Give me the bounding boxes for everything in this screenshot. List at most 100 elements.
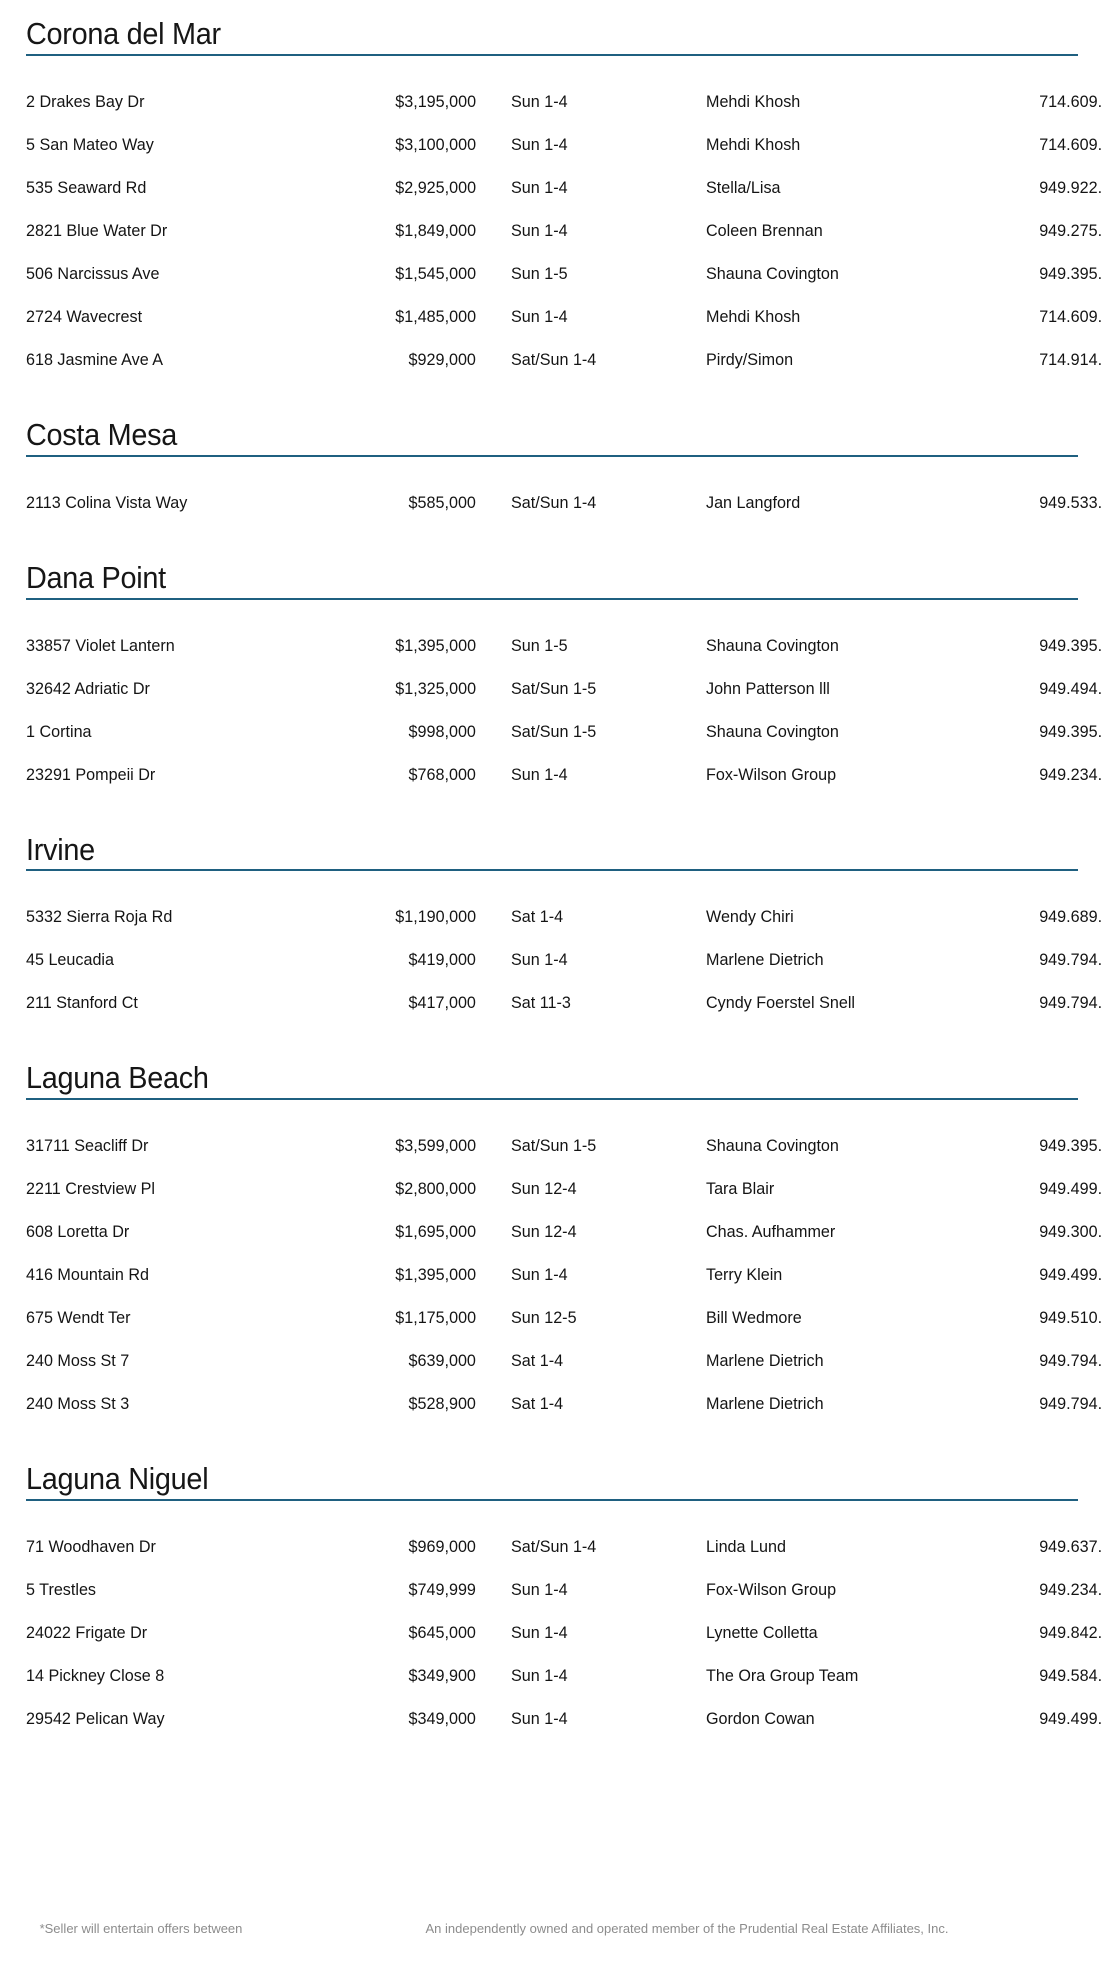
table-row[interactable]: 2821 Blue Water Dr $1,849,000 Sun 1-4 Colee…	[0, 209, 1102, 252]
listing-phone[interactable]: 714.609.2361	[968, 80, 1102, 123]
listing-phone[interactable]: 949.234.5699	[968, 1568, 1102, 1611]
city-section: Dana Point 33857 Violet Lantern $1,395,000…	[0, 536, 1102, 808]
table-row[interactable]: 24022 Frigate Dr $645,000 Sun 1-4 Lynette C…	[0, 1611, 1102, 1654]
listing-price-text: $1,695,000	[395, 1222, 476, 1242]
city-name: Corona del Mar	[26, 16, 221, 51]
listing-price-text: $2,925,000	[395, 177, 476, 197]
table-row[interactable]: 240 Moss St 3 $528,900 Sat 1-4 Marlene Diet…	[0, 1382, 1102, 1425]
listing-phone[interactable]: 949.922.0305	[968, 166, 1102, 209]
listing-open-hours: Sat/Sun 1-4	[476, 1525, 706, 1568]
listing-phone[interactable]: 714.609.2361	[968, 295, 1102, 338]
table-row[interactable]: 416 Mountain Rd $1,395,000 Sun 1-4 Terry Kl…	[0, 1253, 1102, 1296]
listing-agent-text: Cyndy Foerstel Snell	[706, 993, 856, 1013]
listing-open-hours: Sun 1-4	[476, 1568, 706, 1611]
listing-open-hours-text: Sat/Sun 1-4	[511, 349, 597, 369]
listing-agent: Lynette Colletta	[706, 1611, 968, 1654]
table-row[interactable]: 45 Leucadia $419,000 Sun 1-4 Marlene Dietri…	[0, 938, 1102, 981]
table-row[interactable]: 5 Trestles $749,999 Sun 1-4 Fox-Wilson Grou…	[0, 1568, 1102, 1611]
table-row[interactable]: 2 Drakes Bay Dr $3,195,000 Sun 1-4 Mehdi Kh…	[0, 80, 1102, 123]
section-divider-rule	[26, 454, 1078, 457]
listing-open-hours-text: Sun 1-4	[511, 1666, 568, 1686]
city-section-header: Costa Mesa	[26, 418, 1078, 459]
listing-phone[interactable]: 949.499.5900	[968, 1253, 1102, 1296]
table-row[interactable]: 240 Moss St 7 $639,000 Sat 1-4 Marlene Diet…	[0, 1339, 1102, 1382]
listing-open-hours: Sun 1-4	[476, 938, 706, 981]
table-row[interactable]: 71 Woodhaven Dr $969,000 Sat/Sun 1-4 Linda …	[0, 1525, 1102, 1568]
listing-agent: John Patterson lll	[706, 667, 968, 710]
listing-address: 2821 Blue Water Dr	[0, 209, 326, 252]
listing-phone[interactable]: 949.499.5900	[968, 1167, 1102, 1210]
listing-phone[interactable]: 949.794.5777	[968, 1339, 1102, 1382]
listing-phone[interactable]: 949.510.4705	[968, 1296, 1102, 1339]
table-row[interactable]: 506 Narcissus Ave $1,545,000 Sun 1-5 Shauna…	[0, 252, 1102, 295]
table-row[interactable]: 675 Wendt Ter $1,175,000 Sun 12-5 Bill Wedm…	[0, 1296, 1102, 1339]
table-row[interactable]: 14 Pickney Close 8 $349,900 Sun 1-4 The Ora…	[0, 1654, 1102, 1697]
header-spacer	[0, 1102, 1102, 1124]
listings-table: 31711 Seacliff Dr $3,599,000 Sat/Sun 1-5 Sh…	[0, 1124, 1102, 1425]
listing-phone[interactable]: 949.794.5777	[968, 938, 1102, 981]
listing-price-text: $998,000	[408, 721, 476, 741]
listing-address: 29542 Pelican Way	[0, 1697, 326, 1740]
listing-phone[interactable]: 949.395.8786	[968, 252, 1102, 295]
table-row[interactable]: 211 Stanford Ct $417,000 Sat 11-3 Cyndy Foe…	[0, 981, 1102, 1024]
listing-agent-text: Marlene Dietrich	[706, 1351, 824, 1371]
listing-phone[interactable]: 949.395.8786	[968, 624, 1102, 667]
listing-phone[interactable]: 949.533.7337	[968, 481, 1102, 524]
listing-price: $639,000	[326, 1339, 476, 1382]
table-row[interactable]: 2113 Colina Vista Way $585,000 Sat/Sun 1-4…	[0, 481, 1102, 524]
listing-phone[interactable]: 714.609.2361	[968, 123, 1102, 166]
table-row[interactable]: 23291 Pompeii Dr $768,000 Sun 1-4 Fox-Wilso…	[0, 753, 1102, 796]
listing-price-text: $1,395,000	[395, 635, 476, 655]
table-row[interactable]: 618 Jasmine Ave A $929,000 Sat/Sun 1-4 Pird…	[0, 338, 1102, 381]
listing-phone[interactable]: 949.842.4200	[968, 1611, 1102, 1654]
table-row[interactable]: 5 San Mateo Way $3,100,000 Sun 1-4 Mehdi Kh…	[0, 123, 1102, 166]
listing-phone[interactable]: 949.494.0994	[968, 667, 1102, 710]
listing-phone-text: 949.794.5777	[1039, 1394, 1102, 1414]
table-row[interactable]: 5332 Sierra Roja Rd $1,190,000 Sat 1-4 Wend…	[0, 895, 1102, 938]
listing-address-text: 2113 Colina Vista Way	[26, 492, 188, 512]
listing-phone[interactable]: 949.637.7640	[968, 1525, 1102, 1568]
listings-table: 2 Drakes Bay Dr $3,195,000 Sun 1-4 Mehdi Kh…	[0, 80, 1102, 381]
listing-phone[interactable]: 949.499.5900	[968, 1697, 1102, 1740]
listing-phone[interactable]: 949.300.3267	[968, 1210, 1102, 1253]
listing-address-text: 5 San Mateo Way	[26, 134, 154, 154]
listing-open-hours-text: Sun 1-4	[511, 220, 568, 240]
listing-phone[interactable]: 949.794.5777	[968, 981, 1102, 1024]
table-row[interactable]: 535 Seaward Rd $2,925,000 Sun 1-4 Stella/Li…	[0, 166, 1102, 209]
listing-phone[interactable]: 949.395.8786	[968, 710, 1102, 753]
listing-phone[interactable]: 714.914.9060	[968, 338, 1102, 381]
table-row[interactable]: 2724 Wavecrest $1,485,000 Sun 1-4 Mehdi Kho…	[0, 295, 1102, 338]
listing-phone[interactable]: 949.275.2775	[968, 209, 1102, 252]
listing-phone[interactable]: 949.395.8786	[968, 1124, 1102, 1167]
listing-price-text: $969,000	[408, 1537, 476, 1557]
listing-phone[interactable]: 949.689.5756	[968, 895, 1102, 938]
listing-price: $349,000	[326, 1697, 476, 1740]
table-row[interactable]: 33857 Violet Lantern $1,395,000 Sun 1-5 Sha…	[0, 624, 1102, 667]
listing-open-hours-text: Sun 1-4	[511, 1265, 568, 1285]
listing-open-hours-text: Sun 1-4	[511, 1709, 568, 1729]
table-row[interactable]: 29542 Pelican Way $349,000 Sun 1-4 Gordon C…	[0, 1697, 1102, 1740]
table-row[interactable]: 31711 Seacliff Dr $3,599,000 Sat/Sun 1-5 Sh…	[0, 1124, 1102, 1167]
listing-agent: Bill Wedmore	[706, 1296, 968, 1339]
table-row[interactable]: 608 Loretta Dr $1,695,000 Sun 12-4 Chas. Au…	[0, 1210, 1102, 1253]
listing-open-hours-text: Sat 1-4	[511, 907, 564, 927]
table-row[interactable]: 1 Cortina $998,000 Sat/Sun 1-5 Shauna Covin…	[0, 710, 1102, 753]
listing-phone[interactable]: 949.584.4466	[968, 1654, 1102, 1697]
listing-agent-text: The Ora Group Team	[706, 1666, 859, 1686]
listing-price-text: $2,800,000	[395, 1179, 476, 1199]
table-row[interactable]: 32642 Adriatic Dr $1,325,000 Sat/Sun 1-5 Jo…	[0, 667, 1102, 710]
listing-price: $585,000	[326, 481, 476, 524]
listing-address-text: 14 Pickney Close 8	[26, 1666, 165, 1686]
listing-open-hours: Sat/Sun 1-5	[476, 667, 706, 710]
listing-price-text: $1,395,000	[395, 1265, 476, 1285]
listing-open-hours: Sun 1-5	[476, 624, 706, 667]
listing-address-text: 24022 Frigate Dr	[26, 1623, 148, 1643]
listing-open-hours: Sun 1-4	[476, 295, 706, 338]
listing-agent: Linda Lund	[706, 1525, 968, 1568]
listing-phone[interactable]: 949.234.5699	[968, 753, 1102, 796]
listing-agent: Mehdi Khosh	[706, 80, 968, 123]
table-row[interactable]: 2211 Crestview Pl $2,800,000 Sun 12-4 Tara …	[0, 1167, 1102, 1210]
listing-phone[interactable]: 949.794.5777	[968, 1382, 1102, 1425]
listing-agent: Shauna Covington	[706, 624, 968, 667]
listing-open-hours-text: Sun 1-4	[511, 1623, 568, 1643]
